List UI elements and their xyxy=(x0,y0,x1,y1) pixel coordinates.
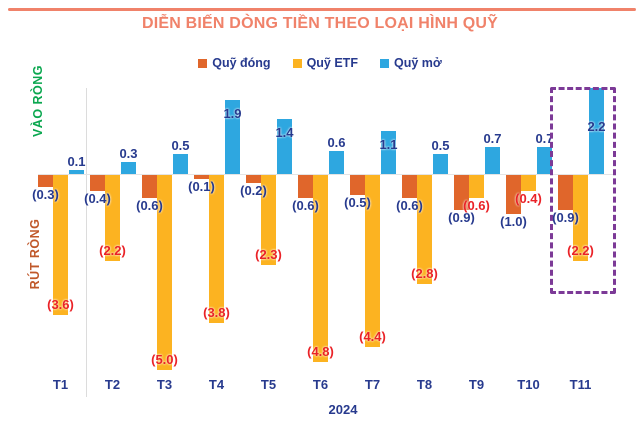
bar-quỹ-etf-T4 xyxy=(209,175,224,323)
legend-swatch-quy-mo-icon xyxy=(379,58,389,68)
bar-quỹ-mở-T7 xyxy=(381,131,396,174)
x-axis-label-T3: T3 xyxy=(156,377,173,392)
bar-quỹ-etf-T10 xyxy=(521,175,536,191)
x-axis-label-T9: T9 xyxy=(468,377,485,392)
bar-label-quỹ-đóng-T1: (0.3) xyxy=(32,187,59,202)
x-axis-label-T11: T11 xyxy=(569,377,592,392)
bar-quỹ-etf-T11 xyxy=(573,175,588,261)
x-axis-label-T4: T4 xyxy=(208,377,225,392)
x-axis-label-T7: T7 xyxy=(364,377,381,392)
bar-label-quỹ-mở-T10: 0.7 xyxy=(535,131,554,146)
top-accent-line xyxy=(8,8,636,11)
bar-quỹ-etf-T3 xyxy=(157,175,172,370)
bar-label-quỹ-etf-T11: (2.2) xyxy=(567,243,594,258)
bar-label-quỹ-đóng-T2: (0.4) xyxy=(84,191,111,206)
bar-label-quỹ-mở-T2: 0.3 xyxy=(119,146,138,161)
bar-quỹ-mở-T11 xyxy=(589,88,604,174)
bar-label-quỹ-etf-T5: (2.3) xyxy=(255,247,282,262)
x-axis-label-T2: T2 xyxy=(104,377,121,392)
bar-label-quỹ-mở-T5: 1.4 xyxy=(275,125,294,140)
y-axis-line xyxy=(86,88,87,397)
bar-label-quỹ-mở-T9: 0.7 xyxy=(483,131,502,146)
bar-label-quỹ-đóng-T4: (0.1) xyxy=(188,179,215,194)
bar-quỹ-etf-T2 xyxy=(105,175,120,261)
bar-quỹ-mở-T8 xyxy=(433,154,448,174)
x-axis-label-T1: T1 xyxy=(52,377,69,392)
bar-label-quỹ-đóng-T7: (0.5) xyxy=(344,195,371,210)
bar-quỹ-đóng-T8 xyxy=(402,175,417,198)
x-axis-label-T10: T10 xyxy=(517,377,540,392)
bar-label-quỹ-đóng-T9: (0.9) xyxy=(448,210,475,225)
bar-label-quỹ-đóng-T6: (0.6) xyxy=(292,198,319,213)
bar-label-quỹ-etf-T2: (2.2) xyxy=(99,243,126,258)
bar-label-quỹ-etf-T4: (3.8) xyxy=(203,305,230,320)
bar-label-quỹ-mở-T3: 0.5 xyxy=(171,138,190,153)
bar-label-quỹ-đóng-T8: (0.6) xyxy=(396,198,423,213)
bar-quỹ-đóng-T11 xyxy=(558,175,573,210)
bar-label-quỹ-đóng-T5: (0.2) xyxy=(240,183,267,198)
bar-quỹ-đóng-T6 xyxy=(298,175,313,198)
bar-label-quỹ-mở-T11: 2.2 xyxy=(587,119,606,134)
bar-quỹ-mở-T4 xyxy=(225,100,240,174)
x-axis-year-label: 2024 xyxy=(328,402,358,417)
bar-label-quỹ-mở-T6: 0.6 xyxy=(327,135,346,150)
bar-label-quỹ-etf-T3: (5.0) xyxy=(151,352,178,367)
bar-quỹ-etf-T5 xyxy=(261,175,276,265)
bar-label-quỹ-mở-T7: 1.1 xyxy=(379,137,398,152)
bar-label-quỹ-etf-T1: (3.6) xyxy=(47,297,74,312)
bar-label-quỹ-etf-T10: (0.4) xyxy=(515,191,542,206)
bar-label-quỹ-etf-T8: (2.8) xyxy=(411,266,438,281)
bar-quỹ-đóng-T3 xyxy=(142,175,157,198)
legend-label-quy-mo: Quỹ mở xyxy=(393,56,442,70)
x-axis-label-T6: T6 xyxy=(312,377,329,392)
bar-quỹ-etf-T6 xyxy=(313,175,328,362)
bar-quỹ-mở-T2 xyxy=(121,162,136,174)
bar-label-quỹ-đóng-T11: (0.9) xyxy=(552,210,579,225)
bar-quỹ-mở-T1 xyxy=(69,170,84,174)
bar-label-quỹ-mở-T1: 0.1 xyxy=(67,154,86,169)
bar-quỹ-mở-T10 xyxy=(537,147,552,174)
legend-item-quy-dong: Quỹ đóng xyxy=(198,56,271,70)
bar-label-quỹ-etf-T6: (4.8) xyxy=(307,344,334,359)
bar-quỹ-mở-T6 xyxy=(329,151,344,174)
y-axis-label-outflow: RÚT RÒNG xyxy=(28,218,42,290)
bar-label-quỹ-etf-T7: (4.4) xyxy=(359,329,386,344)
bar-label-quỹ-đóng-T3: (0.6) xyxy=(136,198,163,213)
bar-quỹ-etf-T8 xyxy=(417,175,432,284)
bar-quỹ-mở-T5 xyxy=(277,119,292,174)
bar-quỹ-etf-T9 xyxy=(469,175,484,198)
bar-quỹ-đóng-T1 xyxy=(38,175,53,187)
x-axis-label-T5: T5 xyxy=(260,377,277,392)
legend-swatch-quy-etf-icon xyxy=(292,58,302,68)
chart-title: DIỄN BIẾN DÒNG TIỀN THEO LOẠI HÌNH QUỸ xyxy=(141,15,499,32)
bar-quỹ-đóng-T2 xyxy=(90,175,105,191)
bar-quỹ-đóng-T4 xyxy=(194,175,209,179)
bar-quỹ-mở-T9 xyxy=(485,147,500,174)
bar-label-quỹ-mở-T4: 1.9 xyxy=(223,106,242,121)
bar-label-quỹ-mở-T8: 0.5 xyxy=(431,138,450,153)
bar-quỹ-mở-T3 xyxy=(173,154,188,174)
bar-quỹ-etf-T7 xyxy=(365,175,380,347)
legend-label-quy-etf: Quỹ ETF xyxy=(306,56,358,70)
bar-quỹ-đóng-T7 xyxy=(350,175,365,195)
legend-item-quy-mo: Quỹ mở xyxy=(379,56,442,70)
bar-label-quỹ-đóng-T10: (1.0) xyxy=(500,214,527,229)
bar-quỹ-đóng-T9 xyxy=(454,175,469,210)
bar-quỹ-đóng-T5 xyxy=(246,175,261,183)
highlight-box xyxy=(550,87,616,294)
legend-swatch-quy-dong-icon xyxy=(198,58,208,68)
bar-label-quỹ-etf-T9: (0.6) xyxy=(463,198,490,213)
bar-quỹ-etf-T1 xyxy=(53,175,68,315)
legend: Quỹ đóng Quỹ ETF Quỹ mở xyxy=(0,56,640,70)
legend-label-quy-dong: Quỹ đóng xyxy=(212,56,271,70)
zero-axis-line xyxy=(38,174,615,175)
legend-item-quy-etf: Quỹ ETF xyxy=(292,56,358,70)
bar-quỹ-đóng-T10 xyxy=(506,175,521,214)
x-axis-label-T8: T8 xyxy=(416,377,433,392)
y-axis-label-inflow: VÀO RÒNG xyxy=(31,64,45,138)
